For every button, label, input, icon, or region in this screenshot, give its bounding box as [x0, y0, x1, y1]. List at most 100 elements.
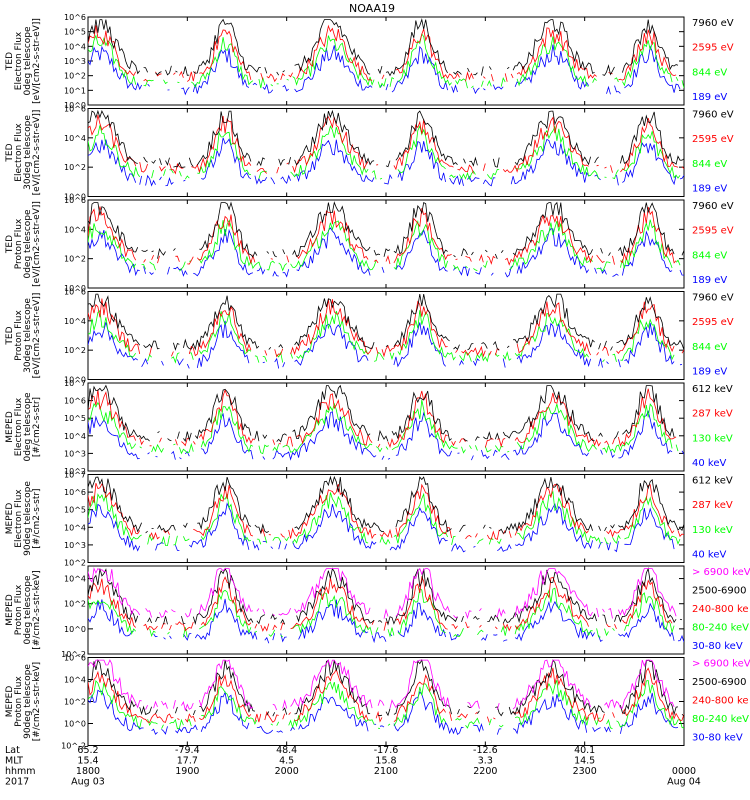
footer-value: 3.3	[478, 756, 493, 767]
legend-entry: 844 eV	[692, 250, 727, 261]
y-tick-label: 10^0	[64, 720, 86, 729]
series-line	[88, 679, 684, 730]
series-line	[88, 293, 684, 351]
y-tick-label: 10^0	[64, 376, 86, 385]
y-tick-label: 10^6	[64, 288, 86, 297]
traces	[88, 386, 684, 461]
series-line	[88, 475, 684, 535]
y-tick-label: 10^5	[64, 506, 86, 515]
legend-entry: 2595 eV	[692, 226, 734, 237]
panel-6: 10^2 10^3 10^4 10^5 10^6 10^7 MEPED Electron Fl…	[5, 471, 733, 568]
footer-value: 1900	[175, 766, 199, 777]
y-axis-label: MEPED	[5, 411, 15, 443]
panel-2: 10^0 10^2 10^4 10^6 TED Electron Flux 30deg te…	[5, 105, 734, 202]
y-axis-label: [eV/[cm2-s-str-eV]]	[32, 293, 42, 379]
y-axis-label: TED	[5, 235, 15, 254]
series-line	[88, 33, 684, 89]
y-tick-label: 10^0	[64, 101, 86, 110]
panel-8: 10^-2 10^0 10^2 10^4 10^6 MEPED Proton Flux 90d…	[5, 654, 750, 751]
y-axis-label: 0deg telescope	[23, 575, 33, 645]
y-tick-label: 10^4	[64, 42, 86, 51]
legend-entry: 844 eV	[692, 342, 727, 353]
y-axis-label: 0deg telescope	[23, 392, 33, 462]
series-line	[88, 386, 684, 442]
y-tick-label: 10^3	[64, 449, 86, 458]
y-tick-label: 10^2	[64, 72, 86, 81]
y-tick-label: 10^3	[64, 57, 86, 66]
footer-row-label: Lat	[5, 745, 20, 756]
traces	[88, 109, 684, 187]
footer-row-label: hhmm	[5, 766, 36, 777]
legend-entry: 844 eV	[692, 159, 727, 170]
panel-7: 10^-2 10^0 10^2 10^4 MEPED Proton Flux 0deg te…	[5, 565, 750, 659]
y-tick-label: 10^5	[64, 28, 86, 37]
y-tick-label: 10^4	[64, 134, 86, 143]
legend-entry: > 6900 keV	[692, 659, 750, 670]
y-tick-label: 10^4	[64, 523, 86, 532]
figure-title: NOAA19	[349, 2, 395, 15]
footer-row: hhmm 1800 1900 2000 2100 2200 2300 0000	[5, 766, 696, 777]
y-tick-label: 10^0	[64, 625, 86, 634]
legend-entry: 2595 eV	[692, 43, 734, 54]
series-line	[88, 44, 681, 96]
y-tick-label: 10^4	[64, 317, 86, 326]
traces	[88, 475, 684, 552]
series-line	[88, 588, 684, 637]
legend-entry: 189 eV	[692, 367, 727, 378]
y-tick-label: 10^4	[64, 225, 86, 234]
y-axis-label: 0deg telescope	[23, 26, 33, 96]
series-line	[88, 298, 684, 358]
traces	[88, 660, 684, 735]
footer-row-label: 2017	[5, 777, 29, 788]
panel-frame	[87, 382, 685, 472]
y-axis-label: 0deg telescope	[23, 209, 33, 279]
y-axis-label: TED	[5, 143, 15, 162]
y-tick-label: 10^3	[64, 541, 86, 550]
series-line	[88, 577, 682, 631]
y-axis-label: MEPED	[5, 503, 15, 535]
footer-value: 17.7	[177, 756, 198, 767]
y-tick-label: 10^7	[64, 471, 86, 480]
footer: Lat 65.2 -79.4 48.4 -17.6 -12.6 40.1 MLT 15.4 17.…	[5, 745, 701, 788]
panel-frame	[87, 199, 685, 289]
traces	[88, 201, 684, 278]
y-axis-label: [eV/[cm2-s-str-eV]]	[32, 18, 42, 104]
series-line	[88, 320, 683, 369]
series-line	[88, 567, 683, 626]
y-tick-label: 10^0	[64, 284, 86, 293]
footer-value: 2000	[275, 766, 299, 777]
series-line	[88, 567, 677, 620]
footer-value: 15.4	[77, 756, 98, 767]
footer-value: -12.6	[473, 745, 498, 756]
legend-entry: 612 keV	[692, 476, 733, 487]
y-axis-label: Electron Flux	[14, 397, 24, 456]
legend-entry: 80-240 keV	[692, 623, 749, 634]
footer-value: 4.5	[279, 756, 294, 767]
legend-entry: 189 eV	[692, 275, 727, 286]
legend-entry: 7960 eV	[692, 201, 734, 212]
series-line	[88, 137, 684, 187]
y-tick-label: 10^2	[64, 255, 86, 264]
y-tick-label: 10^6	[64, 654, 86, 663]
footer-value: 2200	[473, 766, 497, 777]
panel-5: 10^2 10^3 10^4 10^5 10^6 10^7 MEPED Electron Fl…	[5, 379, 733, 476]
y-tick-label: 10^2	[64, 467, 86, 476]
y-tick-label: 10^2	[64, 163, 86, 172]
y-tick-label: 10^4	[64, 432, 86, 441]
y-axis-label: MEPED	[5, 594, 15, 626]
legend-entry: 30-80 keV	[692, 641, 743, 652]
legend-entry: 40 keV	[692, 550, 726, 561]
legend-entry: > 6900 keV	[692, 567, 750, 578]
footer-value: 1800	[76, 766, 100, 777]
panel-4: 10^0 10^2 10^4 10^6 TED Proton Flux 30deg tele…	[5, 288, 734, 385]
legend-entry: 844 eV	[692, 67, 727, 78]
y-axis-label: MEPED	[5, 686, 15, 718]
y-tick-label: 10^2	[64, 600, 86, 609]
footer-row: 2017 Aug 03 Aug 04	[5, 777, 701, 788]
series-line	[88, 114, 684, 175]
y-axis-label: Electron Flux	[14, 123, 24, 182]
legend-entry: 40 keV	[692, 458, 726, 469]
series-line	[88, 490, 681, 547]
series-line	[88, 109, 684, 168]
